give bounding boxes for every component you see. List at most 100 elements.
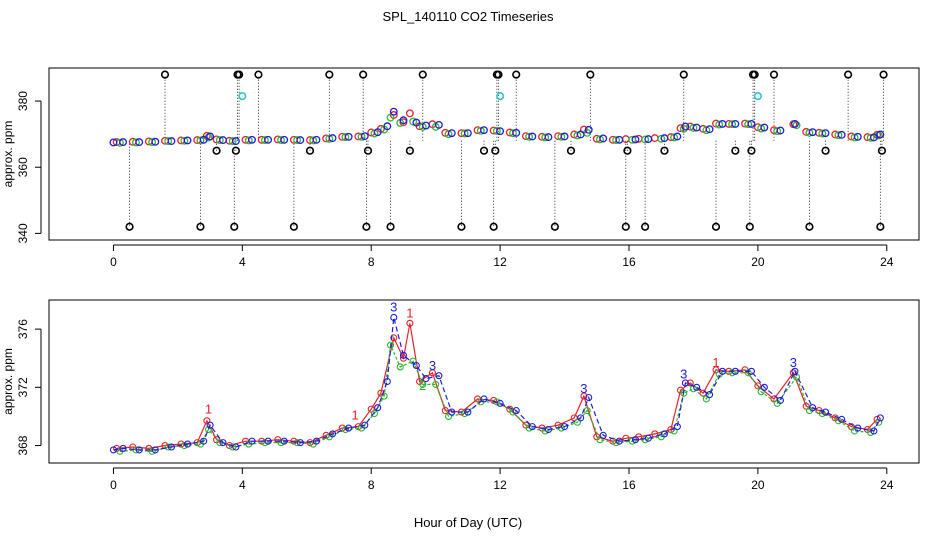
x-tick-label: 12 [493,255,507,269]
raw-point [489,222,498,231]
data-point [409,117,418,126]
raw-point [325,70,334,79]
flagged-point [496,92,505,101]
data-point [693,383,701,391]
data-point [612,136,621,145]
data-point [406,319,414,327]
y-tick-label: 340 [16,223,30,243]
data-point [612,439,620,447]
raw-point [805,222,814,231]
raw-point [747,146,756,155]
series-number-label: 3 [790,355,797,370]
data-point [151,137,160,146]
data-point [718,367,726,375]
plot-frame [48,67,920,241]
data-point [151,446,159,454]
data-point [199,135,208,144]
data-point [399,116,408,125]
data-point [167,137,176,146]
data-point [584,125,593,134]
data-point [660,430,668,438]
data-point [838,415,846,423]
data-point [744,369,752,377]
data-point [496,399,504,407]
data-point [148,447,156,455]
data-point [754,382,762,390]
data-point [853,132,862,141]
data-point [615,135,624,144]
y-tick-label: 360 [16,157,30,177]
raw-point [745,222,754,231]
raw-point [769,70,779,79]
data-point [834,131,843,140]
data-point [412,118,421,127]
data-point [290,437,298,445]
data-point [747,367,755,375]
data-point [628,437,636,445]
data-point [866,133,875,142]
data-point [280,437,288,445]
series-number-label: 3 [680,367,687,382]
data-point [541,427,549,435]
data-point [206,132,215,141]
raw-point [512,70,521,79]
raw-point [405,146,414,155]
data-point [528,132,537,141]
data-point [631,436,639,444]
data-point [306,439,314,447]
data-point [248,135,256,144]
data-point [541,133,550,142]
data-point [360,132,369,141]
data-point [164,137,173,146]
data-point [705,125,714,134]
data-point [109,138,118,147]
x-tick-label: 20 [751,255,765,269]
series-number-label: 3 [429,358,436,373]
data-point [673,132,682,141]
raw-point [586,70,595,79]
data-point [132,138,140,147]
data-point [412,361,420,370]
raw-point [231,146,240,155]
data-point [260,136,269,145]
data-point [109,446,117,454]
data-point [386,113,395,122]
raw-point [621,222,630,231]
data-point [876,414,884,422]
data-point [512,128,521,137]
x-tick-label: 16 [622,255,636,269]
x-tick-label: 0 [110,255,117,269]
raw-point [550,222,559,231]
data-point [809,404,817,412]
data-point [480,126,488,135]
data-point [585,393,593,402]
data-point [476,126,485,135]
flagged-point [238,92,247,101]
data-point [509,408,517,416]
data-point [644,434,652,442]
data-point [875,418,883,426]
series-number-label: 1 [205,402,212,417]
data-point [374,404,382,412]
raw-point [711,222,721,231]
data-point [650,134,659,143]
data-point [432,380,440,388]
data-point [867,428,875,436]
x-tick-label: 12 [493,478,507,492]
raw-point [479,146,489,155]
data-point [231,137,240,146]
data-point [512,407,520,415]
data-point [854,424,862,432]
data-point [792,121,801,130]
data-point [396,363,404,371]
data-point [448,408,456,416]
data-point [461,409,469,418]
data-point [204,425,213,434]
x-tick-label: 4 [239,478,246,492]
data-point [232,443,240,451]
raw-point [160,70,170,79]
data-point [615,437,623,445]
data-point [760,383,768,391]
data-point [215,136,224,145]
